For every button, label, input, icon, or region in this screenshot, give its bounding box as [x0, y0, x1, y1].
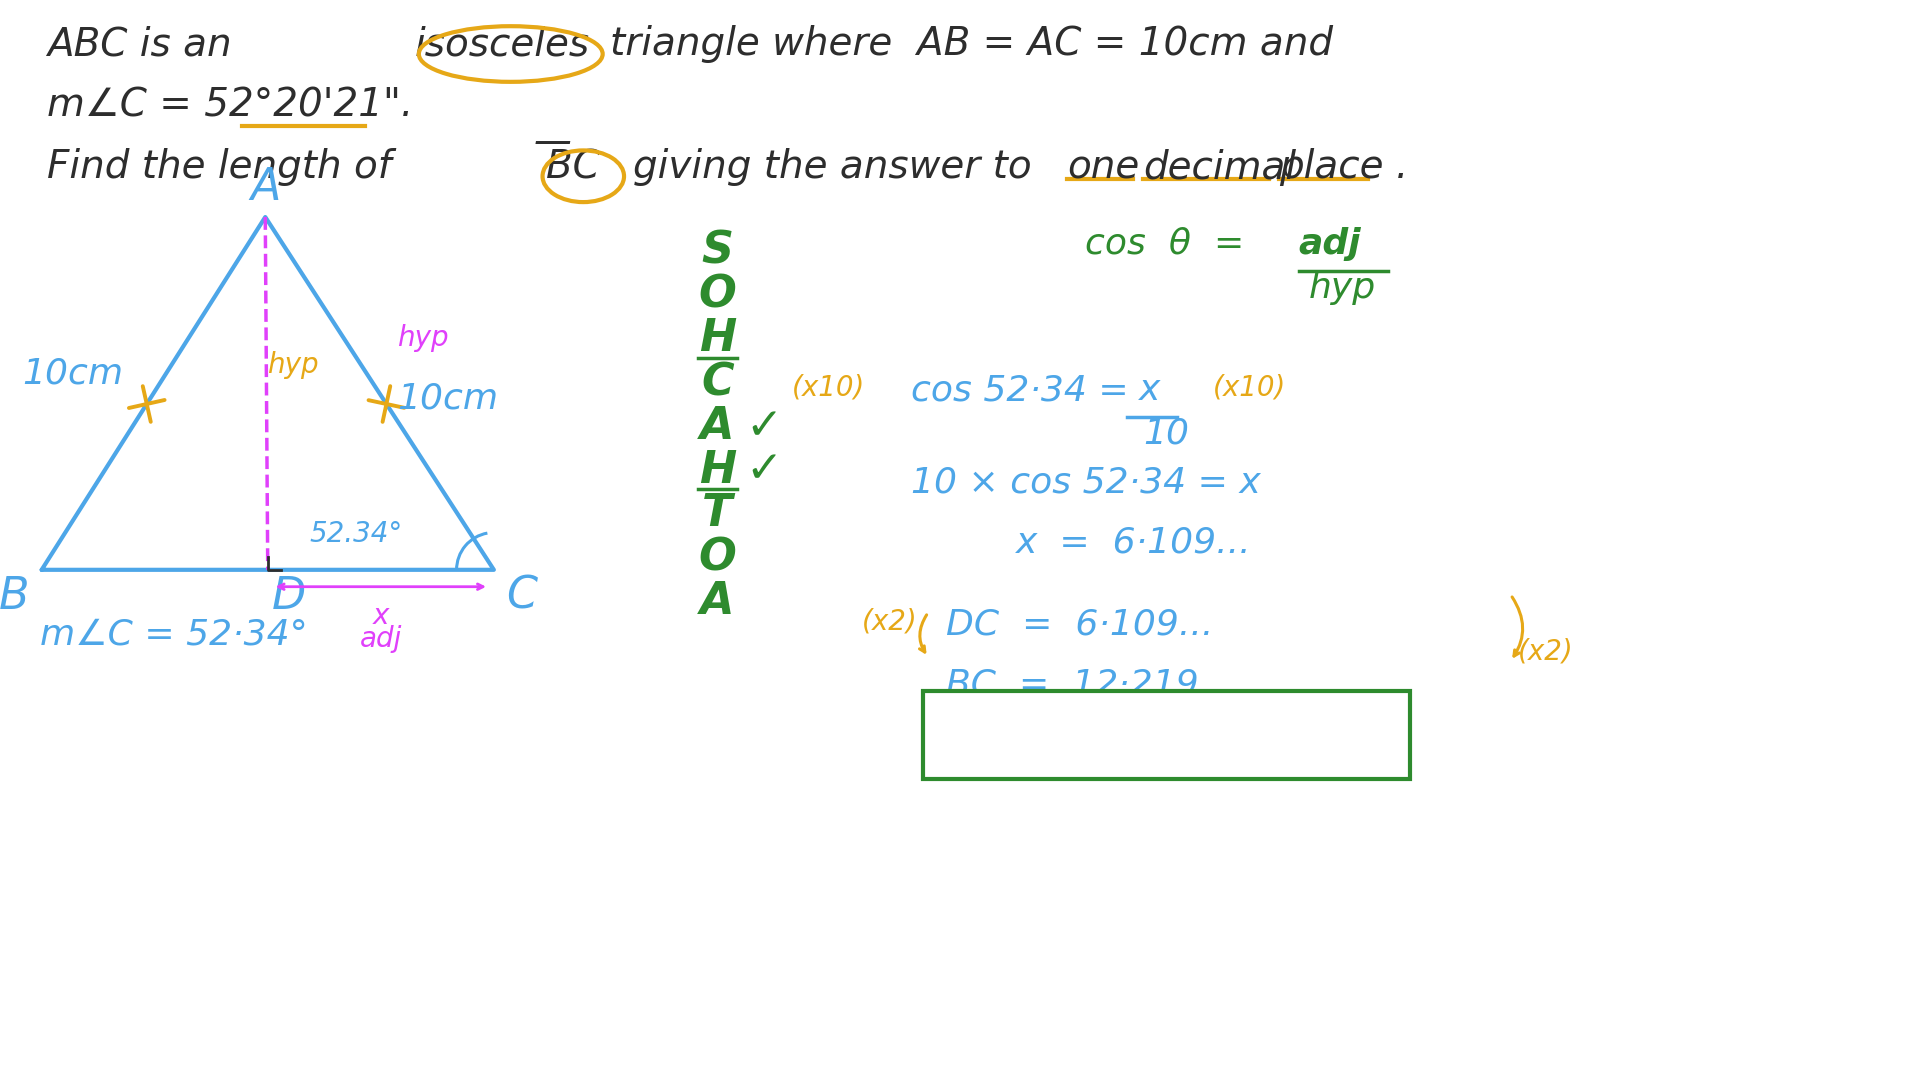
Text: 52.34°: 52.34°: [309, 519, 403, 548]
FancyBboxPatch shape: [924, 691, 1409, 779]
Text: cos  θ  =: cos θ =: [1085, 227, 1244, 261]
Text: H: H: [699, 448, 735, 491]
Text: ABC is an: ABC is an: [46, 25, 230, 64]
Text: O: O: [699, 536, 737, 579]
Text: adj: adj: [1298, 227, 1361, 261]
Text: S: S: [701, 230, 733, 273]
Text: ✓: ✓: [745, 405, 783, 448]
Text: H: H: [699, 318, 735, 361]
Text: O: O: [699, 273, 737, 316]
Text: BC  =  12·2cm: BC = 12·2cm: [1006, 712, 1329, 754]
Text: triangle where  AB = AC = 10cm and: triangle where AB = AC = 10cm and: [611, 25, 1332, 64]
Text: hyp: hyp: [1309, 271, 1377, 305]
Text: (x10): (x10): [1212, 373, 1286, 401]
Text: decimal: decimal: [1142, 148, 1296, 187]
Text: DC  =  6·109...: DC = 6·109...: [947, 608, 1213, 642]
Text: (x2): (x2): [862, 608, 918, 636]
Text: C: C: [505, 575, 538, 618]
Text: place .: place .: [1279, 148, 1407, 187]
Text: 10: 10: [1142, 417, 1188, 450]
Text: ✓: ✓: [745, 448, 783, 491]
Text: cos 52·34 =: cos 52·34 =: [912, 373, 1129, 407]
Text: (x10): (x10): [791, 373, 866, 401]
Text: 10cm: 10cm: [397, 381, 499, 416]
Text: one: one: [1068, 148, 1140, 187]
Text: hyp: hyp: [397, 324, 449, 352]
Text: C: C: [701, 361, 733, 404]
Text: BC  =  12·219...: BC = 12·219...: [947, 667, 1233, 701]
Text: x: x: [1139, 373, 1160, 407]
Text: isosceles: isosceles: [415, 25, 589, 64]
Text: hyp: hyp: [267, 351, 319, 378]
Text: m∠C = 52·34°: m∠C = 52·34°: [40, 618, 307, 651]
Text: m∠C = 52°20'21".: m∠C = 52°20'21".: [46, 86, 413, 125]
Text: (x2): (x2): [1517, 637, 1572, 665]
Text: D: D: [273, 575, 305, 618]
Text: ͞BC: ͞BC: [547, 148, 601, 187]
Text: B: B: [0, 575, 29, 618]
Text: 10 × cos 52·34 = x: 10 × cos 52·34 = x: [912, 465, 1261, 499]
Text: giving the answer to: giving the answer to: [634, 148, 1031, 187]
Text: A: A: [701, 405, 735, 448]
Text: Find the length of: Find the length of: [46, 148, 392, 187]
Text: 10cm: 10cm: [23, 356, 123, 391]
Text: A: A: [250, 166, 280, 210]
Text: x  =  6·109...: x = 6·109...: [1016, 525, 1252, 559]
Text: x: x: [372, 602, 390, 630]
Text: T: T: [703, 492, 733, 536]
Text: adj: adj: [359, 625, 401, 653]
Text: A: A: [701, 580, 735, 623]
